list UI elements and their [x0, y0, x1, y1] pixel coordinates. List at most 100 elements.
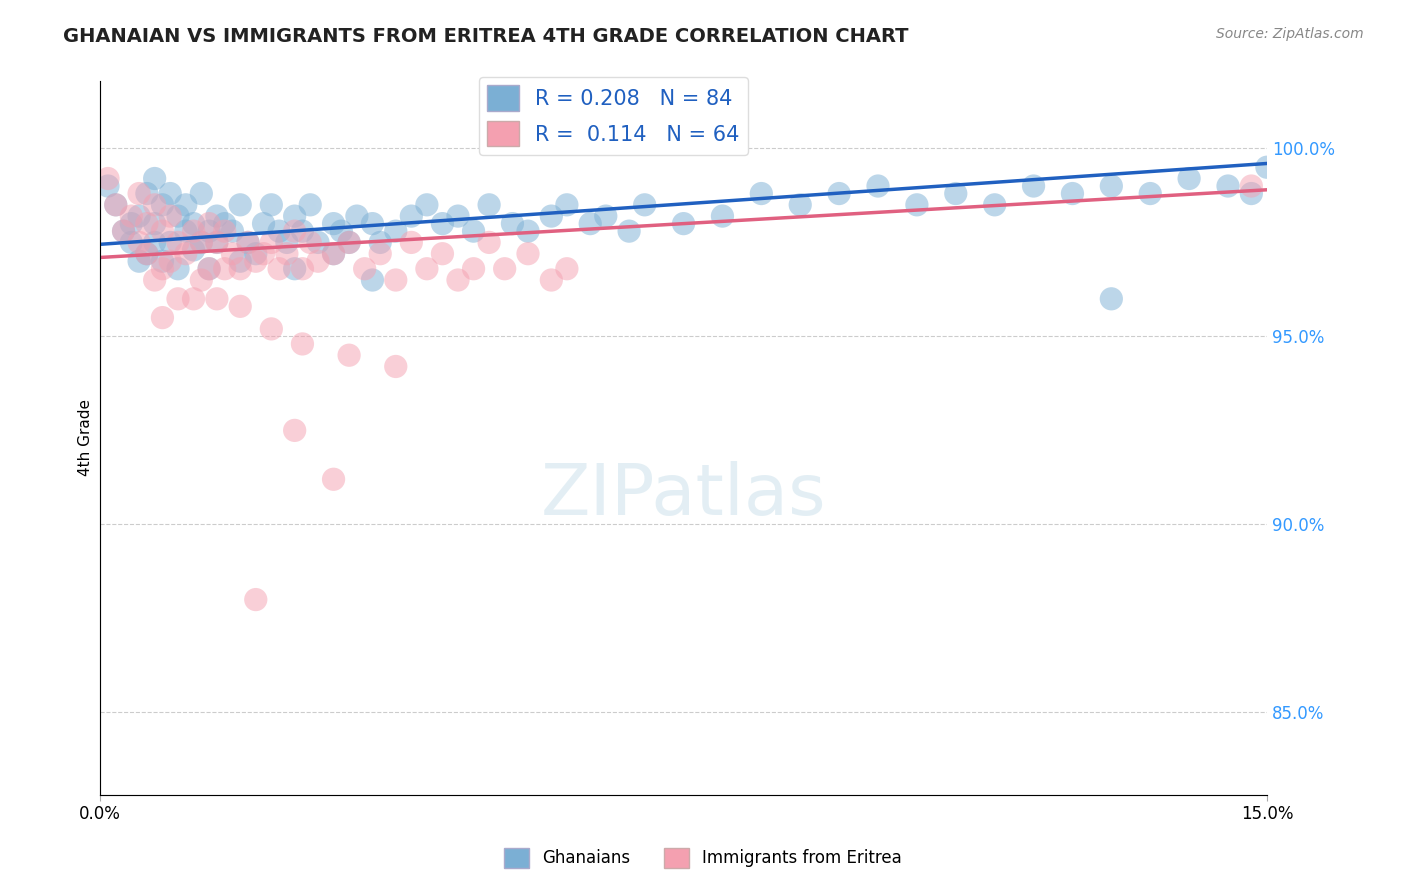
Point — [307, 254, 329, 268]
Point — [260, 235, 283, 250]
Point — [245, 246, 267, 260]
Point — [555, 198, 578, 212]
Point — [198, 261, 221, 276]
Point — [432, 246, 454, 260]
Point — [276, 235, 298, 250]
Point — [167, 209, 190, 223]
Point — [322, 472, 344, 486]
Point — [1178, 171, 1201, 186]
Point — [198, 261, 221, 276]
Point — [1062, 186, 1084, 201]
Point — [104, 198, 127, 212]
Point — [174, 224, 197, 238]
Point — [152, 224, 174, 238]
Point — [183, 292, 205, 306]
Point — [478, 235, 501, 250]
Point — [555, 261, 578, 276]
Point — [190, 273, 212, 287]
Point — [284, 261, 307, 276]
Point — [152, 261, 174, 276]
Point — [128, 235, 150, 250]
Point — [432, 217, 454, 231]
Point — [112, 224, 135, 238]
Point — [276, 246, 298, 260]
Point — [120, 217, 142, 231]
Point — [152, 254, 174, 268]
Point — [205, 209, 228, 223]
Point — [1099, 292, 1122, 306]
Point — [167, 292, 190, 306]
Point — [361, 273, 384, 287]
Point — [1240, 186, 1263, 201]
Point — [214, 261, 236, 276]
Point — [236, 235, 259, 250]
Point — [299, 198, 322, 212]
Point — [190, 235, 212, 250]
Point — [229, 299, 252, 313]
Point — [229, 198, 252, 212]
Y-axis label: 4th Grade: 4th Grade — [79, 400, 93, 476]
Point — [198, 217, 221, 231]
Point — [299, 235, 322, 250]
Point — [416, 198, 439, 212]
Point — [401, 209, 423, 223]
Point — [214, 224, 236, 238]
Point — [517, 224, 540, 238]
Point — [672, 217, 695, 231]
Point — [789, 198, 811, 212]
Point — [252, 246, 274, 260]
Point — [1099, 179, 1122, 194]
Point — [1240, 179, 1263, 194]
Point — [1216, 179, 1239, 194]
Point — [463, 224, 485, 238]
Point — [291, 224, 314, 238]
Point — [1256, 160, 1278, 174]
Point — [143, 273, 166, 287]
Point — [828, 186, 851, 201]
Point — [221, 224, 243, 238]
Point — [183, 217, 205, 231]
Point — [1139, 186, 1161, 201]
Point — [167, 261, 190, 276]
Point — [252, 217, 274, 231]
Point — [634, 198, 657, 212]
Point — [337, 235, 360, 250]
Point — [167, 235, 190, 250]
Point — [384, 224, 406, 238]
Point — [401, 235, 423, 250]
Point — [245, 254, 267, 268]
Point — [1022, 179, 1045, 194]
Point — [128, 209, 150, 223]
Point — [322, 246, 344, 260]
Point — [143, 217, 166, 231]
Point — [517, 246, 540, 260]
Point — [501, 217, 523, 231]
Point — [322, 246, 344, 260]
Point — [205, 292, 228, 306]
Point — [128, 254, 150, 268]
Point — [540, 273, 562, 287]
Point — [260, 322, 283, 336]
Point — [463, 261, 485, 276]
Point — [135, 217, 157, 231]
Point — [152, 310, 174, 325]
Point — [174, 246, 197, 260]
Point — [143, 235, 166, 250]
Point — [368, 246, 391, 260]
Point — [190, 186, 212, 201]
Point — [384, 273, 406, 287]
Point — [112, 224, 135, 238]
Point — [260, 198, 283, 212]
Point — [128, 186, 150, 201]
Legend: Ghanaians, Immigrants from Eritrea: Ghanaians, Immigrants from Eritrea — [498, 841, 908, 875]
Point — [190, 235, 212, 250]
Point — [135, 246, 157, 260]
Point — [183, 243, 205, 257]
Point — [291, 261, 314, 276]
Point — [416, 261, 439, 276]
Point — [214, 217, 236, 231]
Point — [284, 224, 307, 238]
Point — [346, 209, 368, 223]
Point — [983, 198, 1005, 212]
Point — [159, 186, 181, 201]
